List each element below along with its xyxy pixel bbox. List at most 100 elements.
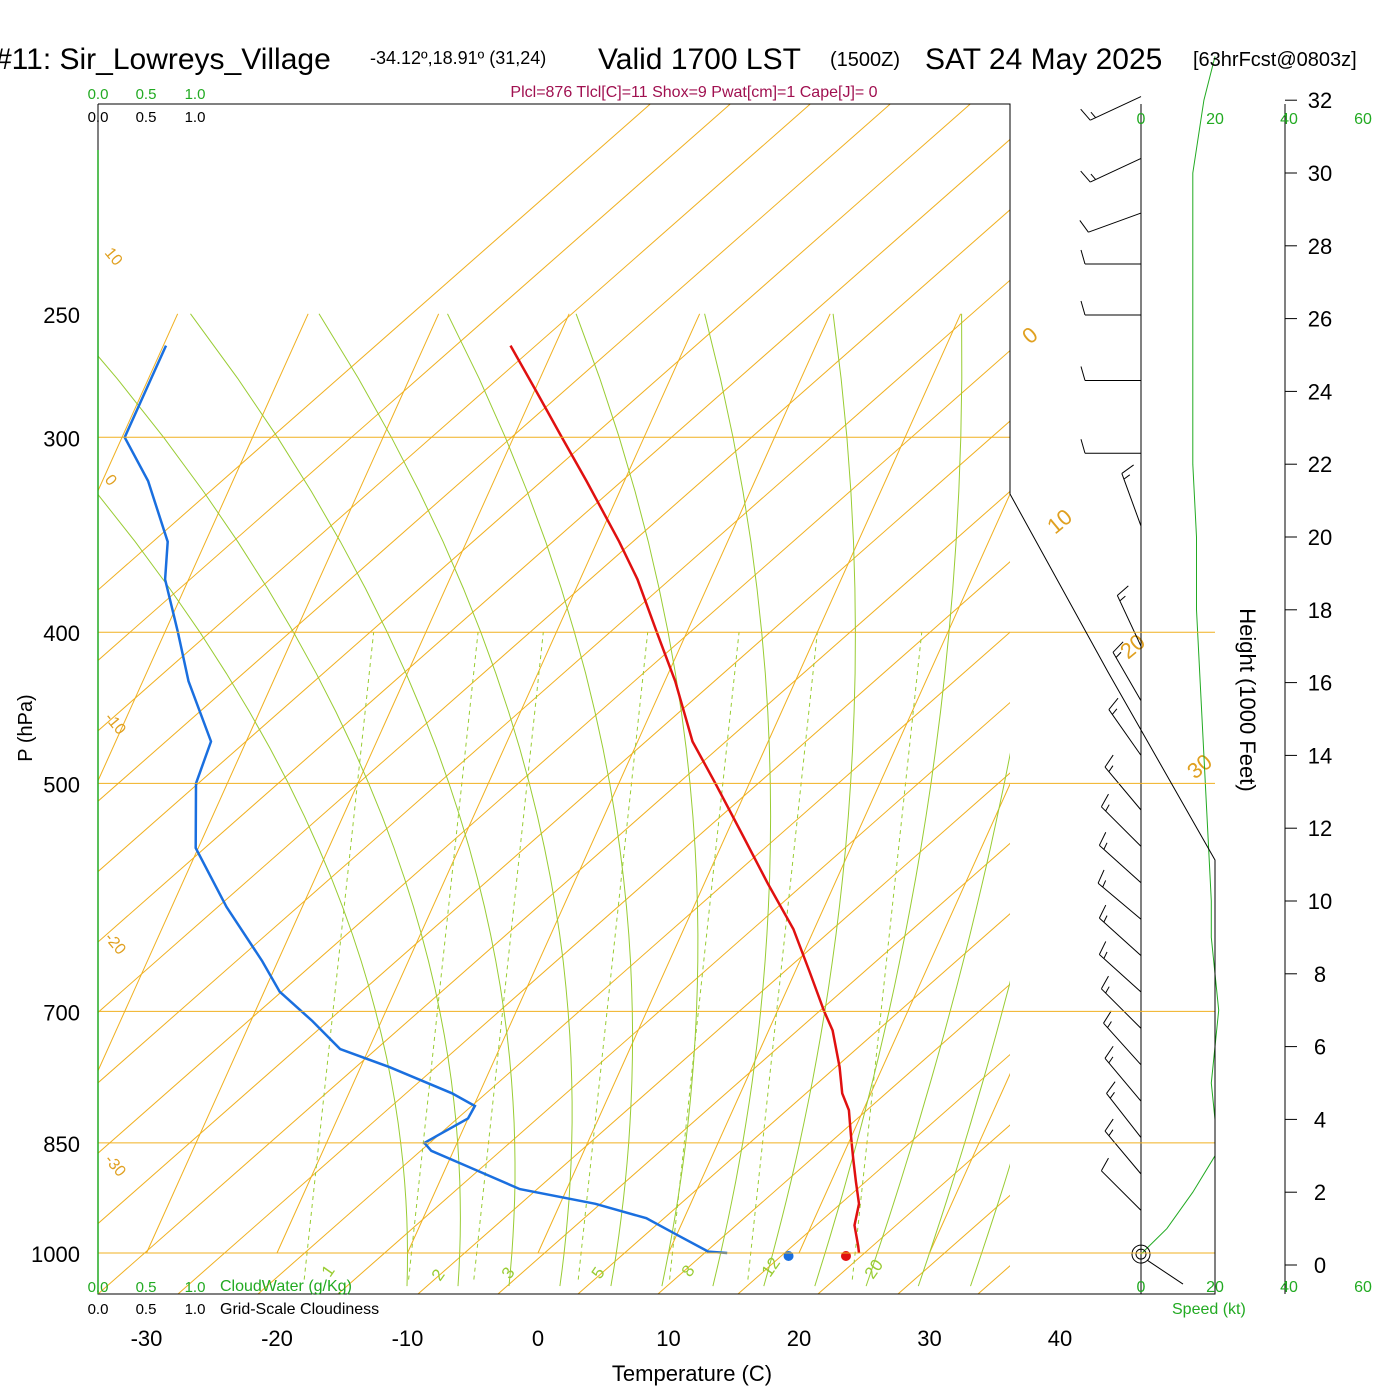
moist-adiabat-line <box>704 313 772 1287</box>
height-tick-label: 22 <box>1308 452 1332 477</box>
dry-adiabat-line <box>257 631 1010 1294</box>
wind-barb <box>1098 904 1142 956</box>
wind-barb-flag <box>1080 108 1091 121</box>
dry-adiabat-line <box>1058 62 1400 1294</box>
moist-adiabat-line <box>98 355 461 1287</box>
dry-adiabat-line <box>98 104 892 802</box>
cloudiness-tick-top: 0.5 <box>136 109 157 126</box>
moist-adiabat-line <box>447 313 634 1287</box>
height-tick-label: 16 <box>1308 671 1332 696</box>
wind-barb-half-flag <box>1103 951 1108 959</box>
height-tick-label: 12 <box>1308 816 1332 841</box>
isotherm-label-right: 20 <box>1115 629 1150 664</box>
wind-barb-half-flag <box>1090 173 1097 180</box>
wind-barb <box>1106 1081 1142 1138</box>
chart-frame <box>97 103 1216 1295</box>
pressure-tick-label: 250 <box>43 303 80 328</box>
x-axis-title: Temperature (C) <box>612 1361 772 1386</box>
dry-adiabat-line <box>98 209 1010 1014</box>
wind-barb-staff <box>1112 652 1142 702</box>
speed-tick-top: 40 <box>1280 111 1298 128</box>
wind-barb-half-flag <box>1111 708 1118 715</box>
wind-barb-staff <box>1104 766 1142 811</box>
isotherm-line <box>98 313 179 492</box>
y-axis-title: P (hPa) <box>15 694 37 761</box>
isotherm-line <box>98 313 309 782</box>
surface-wind-line <box>1146 1259 1184 1285</box>
dry-adiabat-line <box>417 772 1010 1294</box>
wind-barb-half-flag <box>1103 915 1108 923</box>
wind-barb-staff <box>1101 1170 1142 1211</box>
wind-barb <box>1098 832 1142 884</box>
pressure-tick-label: 850 <box>43 1132 80 1157</box>
dry-adiabat-line <box>98 490 1010 1294</box>
dry-adiabat-line <box>657 983 1010 1294</box>
wind-barb-flag <box>1117 585 1129 596</box>
mixing-ratio-label: 8 <box>678 1262 699 1281</box>
wind-barb-half-flag <box>1115 651 1122 658</box>
mixing-ratio-label: 3 <box>498 1264 519 1283</box>
wind-barb <box>1100 975 1142 1029</box>
wind-barb-flag <box>1112 641 1124 653</box>
wind-barb <box>1108 697 1142 756</box>
speed-tick-bottom: 20 <box>1206 1279 1224 1296</box>
height-tick-label: 2 <box>1314 1180 1326 1205</box>
isotherm-line <box>798 782 1010 1254</box>
wind-barb-staff <box>1101 988 1142 1029</box>
speed-tick-top: 0 <box>1137 111 1146 128</box>
height-tick-label: 8 <box>1314 962 1326 987</box>
dry-adiabat-line <box>577 913 1010 1294</box>
cloudiness-tick-bottom: 0.5 <box>136 1301 157 1318</box>
wind-barb <box>1116 585 1142 647</box>
dry-adiabat-line <box>98 138 1010 943</box>
cloud-water-label: CloudWater (g/Kg) <box>220 1278 352 1295</box>
pressure-tick-label: 400 <box>43 621 80 646</box>
mixing-ratio-line <box>577 632 649 1280</box>
temperature-tick-label: 0 <box>532 1326 544 1351</box>
cloud-water-tick-bottom: 0.0 <box>88 1279 109 1296</box>
dry-adiabat-line <box>98 104 732 662</box>
wind-barb-flag <box>1100 975 1109 990</box>
wind-barb-half-flag <box>1108 765 1114 772</box>
wind-barb-flag <box>1104 754 1114 768</box>
dry-adiabat-line <box>98 420 1010 1225</box>
wind-barb-staff <box>1088 212 1142 233</box>
height-axis-title: Height (1000 Feet) <box>1235 608 1260 791</box>
cloudiness-tick-top: 1.0 <box>185 109 206 126</box>
wind-panel <box>1079 56 1220 1294</box>
cloud-water-tick-top: 1.0 <box>185 86 206 103</box>
mixing-ratio-label: 20 <box>861 1256 887 1282</box>
temperature-profile <box>509 344 861 1254</box>
dewpoint-profile <box>123 345 728 1255</box>
wind-barb-half-flag <box>1107 1021 1112 1028</box>
wind-barb-half-flag <box>1119 595 1126 602</box>
wind-barb-flag <box>1080 439 1086 454</box>
cloudiness-tick-bottom: 1.0 <box>185 1301 206 1318</box>
wind-barb-flag <box>1104 1045 1114 1059</box>
wind-barb-flag <box>1098 832 1107 846</box>
isotherm-line <box>929 1072 1010 1254</box>
wind-barb-flag <box>1100 1157 1109 1172</box>
wind-barb-flag <box>1106 1081 1116 1094</box>
pressure-tick-label: 700 <box>43 1000 80 1025</box>
wind-barb-half-flag <box>1109 1092 1115 1099</box>
wind-barb-flag <box>1097 869 1105 884</box>
dry-adiabat-line <box>98 279 1010 1084</box>
height-tick-label: 20 <box>1308 525 1332 550</box>
wind-barb-half-flag <box>1105 986 1110 994</box>
wind-barb-staff <box>1104 1057 1142 1102</box>
height-tick-label: 18 <box>1308 598 1332 623</box>
wind-barb-staff <box>1090 157 1142 183</box>
isotherm-label-right: 30 <box>1182 749 1217 784</box>
wind-barb-flag <box>1080 249 1086 265</box>
mixing-ratio-label: 5 <box>588 1264 609 1283</box>
wind-barb-staff <box>1121 473 1142 527</box>
chart-background-lines <box>98 62 1400 1294</box>
wind-barb-half-flag <box>1108 1129 1114 1136</box>
wind-barb-flag <box>1104 1118 1114 1132</box>
temperature-tick-label: -30 <box>131 1326 163 1351</box>
wind-barb-half-flag <box>1108 1056 1114 1064</box>
